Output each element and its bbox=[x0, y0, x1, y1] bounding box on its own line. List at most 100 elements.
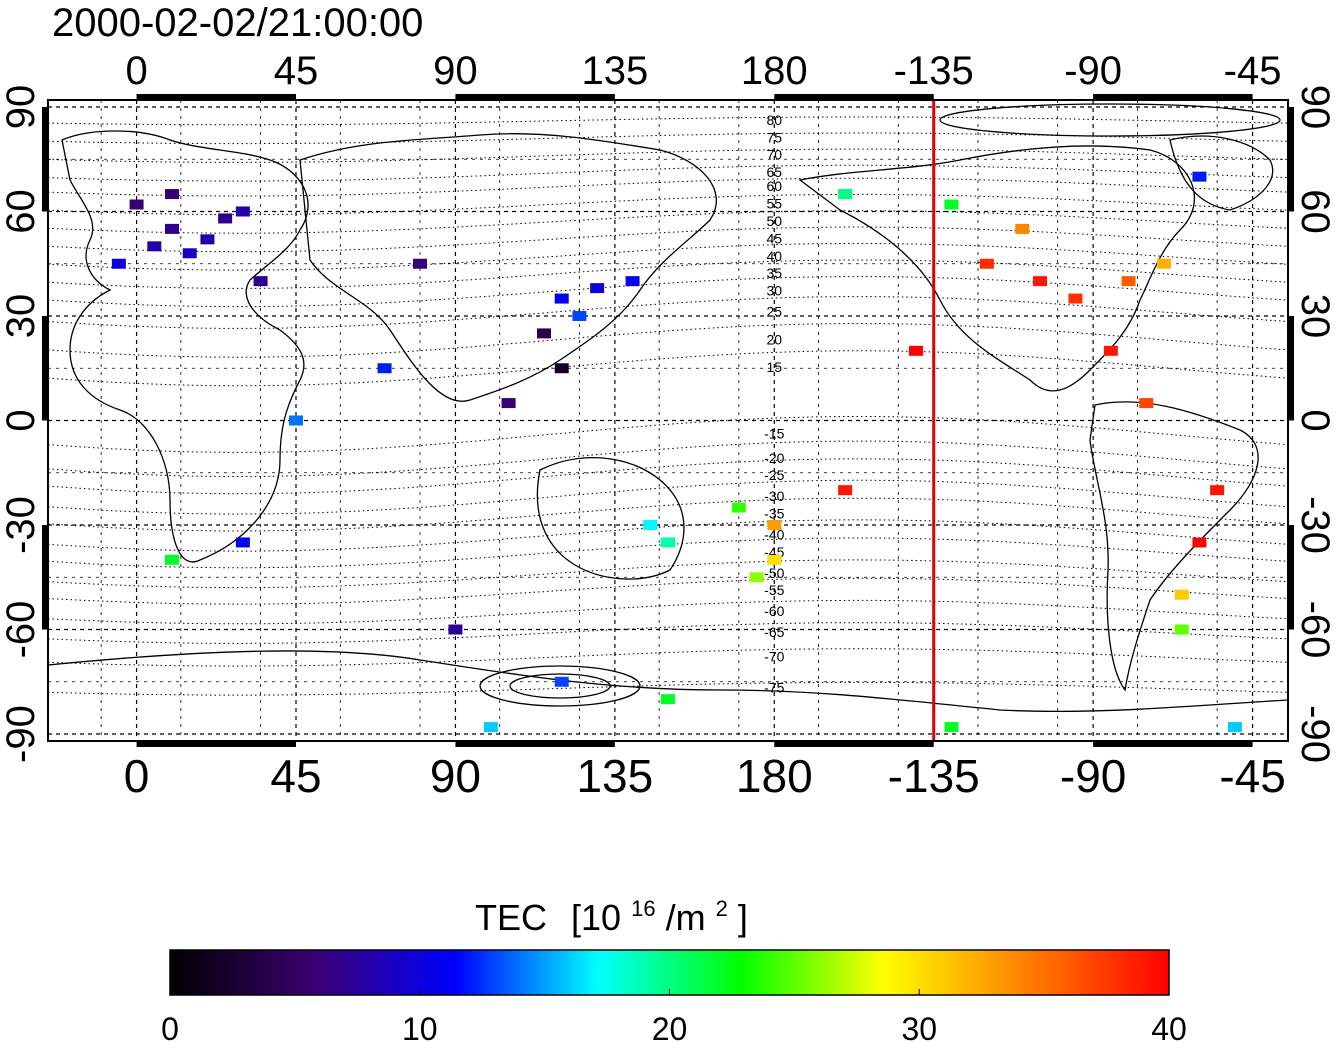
lon-tick-label-top: 0 bbox=[125, 49, 147, 93]
contour-line bbox=[48, 259, 1288, 289]
lon-tick-label-bottom: 135 bbox=[576, 750, 653, 802]
contour-line bbox=[48, 116, 1288, 126]
contour-line bbox=[48, 164, 1288, 182]
tec-cell bbox=[1033, 276, 1047, 287]
coastline-outline bbox=[48, 103, 1288, 713]
colorbar-title: TEC [10 16 /m 2 ] bbox=[475, 883, 748, 938]
contour-label: -15 bbox=[764, 425, 784, 441]
tec-cell bbox=[483, 722, 498, 733]
tec-cell bbox=[944, 199, 959, 210]
axis-scale-bar bbox=[42, 525, 48, 630]
contour-label: 70 bbox=[766, 147, 782, 163]
contour-line bbox=[48, 559, 1288, 589]
tec-cell bbox=[413, 258, 427, 269]
tec-cell bbox=[289, 415, 303, 426]
axis-scale-bar bbox=[1093, 94, 1253, 100]
tec-data-points bbox=[111, 171, 1242, 733]
lat-tick-label-left: 90 bbox=[0, 85, 43, 130]
contour-line bbox=[48, 350, 1288, 387]
contour-line bbox=[48, 177, 1288, 197]
tec-cell bbox=[590, 283, 605, 294]
tec-cell bbox=[838, 485, 853, 496]
colorbar-tick-label: 20 bbox=[652, 1011, 688, 1042]
contour-label: 40 bbox=[766, 248, 782, 264]
contour-line bbox=[48, 599, 1288, 625]
tec-cell bbox=[200, 234, 215, 245]
lat-tick-label-left: -30 bbox=[0, 496, 43, 554]
lat-tick-label-right: -90 bbox=[1293, 705, 1337, 763]
contour-line bbox=[48, 276, 1288, 308]
coastline-north-america bbox=[798, 145, 1196, 392]
tec-cell bbox=[165, 554, 179, 565]
contour-label: 20 bbox=[766, 331, 782, 347]
lat-tick-label-left: -60 bbox=[0, 601, 43, 659]
tec-cell bbox=[1157, 258, 1171, 269]
contour-label: -40 bbox=[764, 526, 784, 542]
colorbar-title-exp: 16 bbox=[631, 896, 655, 921]
contour-line bbox=[48, 210, 1288, 234]
tec-cell bbox=[1192, 537, 1207, 548]
lon-tick-label-bottom: 90 bbox=[430, 750, 481, 802]
colorbar-title-prefix: TEC bbox=[475, 897, 547, 938]
tec-cell bbox=[643, 520, 658, 531]
tec-cell bbox=[253, 276, 268, 287]
tec-cell bbox=[661, 694, 675, 705]
tec-cell bbox=[218, 213, 233, 224]
coastline-south-america bbox=[1089, 401, 1259, 692]
axis-scale-bar bbox=[774, 741, 934, 747]
contour-line bbox=[48, 440, 1288, 477]
tec-cell bbox=[767, 520, 782, 531]
contour-line bbox=[48, 497, 1288, 532]
map-frame bbox=[47, 99, 1289, 742]
tec-cell bbox=[1192, 171, 1207, 182]
contour-line bbox=[48, 322, 1288, 358]
lat-tick-label-left: 30 bbox=[0, 294, 43, 339]
lon-tick-label-bottom: 180 bbox=[736, 750, 813, 802]
axis-scale-bar bbox=[455, 741, 615, 747]
contour-label: -55 bbox=[764, 582, 784, 598]
colorbar-tick-label: 40 bbox=[1151, 1011, 1187, 1042]
lon-tick-label-bottom: 45 bbox=[270, 750, 321, 802]
right-latitude-axis: 90 60 30 0 -30 -60 -90 bbox=[1288, 85, 1337, 763]
colorbar-title-bracket: [10 bbox=[571, 897, 621, 938]
contour-label: -30 bbox=[764, 488, 784, 504]
tec-cell bbox=[944, 722, 959, 733]
tec-cell bbox=[554, 363, 569, 374]
lat-tick-label-left: 60 bbox=[0, 189, 43, 234]
tec-cell bbox=[572, 310, 587, 321]
axis-scale-bar bbox=[1288, 525, 1294, 630]
contour-label: -50 bbox=[764, 565, 784, 581]
colorbar bbox=[169, 949, 1170, 996]
lon-tick-label-bottom: -90 bbox=[1060, 750, 1126, 802]
tec-cell bbox=[767, 554, 782, 565]
tec-cell bbox=[1174, 624, 1189, 635]
coastline-pole-ring-inner bbox=[509, 673, 611, 699]
coastline-arctic-ring bbox=[939, 103, 1281, 137]
tec-cell bbox=[377, 363, 392, 374]
axis-scale-bar bbox=[455, 94, 615, 100]
axis-scale-bar bbox=[1288, 106, 1294, 212]
colorbar-axis: 0 10 20 30 40 bbox=[161, 989, 1187, 1042]
lon-tick-label-top: 45 bbox=[274, 49, 319, 93]
contour-label: -25 bbox=[764, 467, 784, 483]
contour-line bbox=[48, 577, 1288, 605]
lat-tick-label-right: -30 bbox=[1293, 496, 1337, 554]
coastline-pole-ring bbox=[479, 665, 641, 707]
tec-cell bbox=[1174, 589, 1189, 600]
contour-line bbox=[48, 458, 1288, 495]
contour-label: 75 bbox=[766, 129, 782, 145]
lon-tick-label-bottom: 0 bbox=[124, 750, 150, 802]
coastline-greenland bbox=[1169, 135, 1274, 211]
tec-cell bbox=[501, 398, 516, 409]
coastline-australia bbox=[536, 457, 685, 580]
map-grid bbox=[48, 100, 1288, 741]
tec-cell bbox=[235, 206, 250, 217]
tec-cell bbox=[1015, 223, 1030, 234]
axis-scale-bar bbox=[136, 741, 296, 747]
svg-text:TEC [10 16 /: TEC [10 16 /m 2 ] bbox=[475, 883, 748, 938]
contour-label: 80 bbox=[766, 112, 782, 128]
tec-cell bbox=[554, 293, 569, 304]
lon-tick-label-bottom: -135 bbox=[888, 750, 980, 802]
tec-cell bbox=[749, 572, 764, 583]
